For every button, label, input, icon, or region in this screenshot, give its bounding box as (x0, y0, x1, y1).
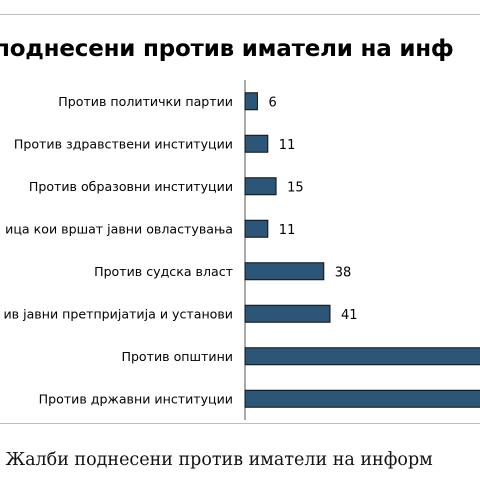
category-label: Против државни институции (39, 391, 233, 406)
category-label: Против здравствени институции (14, 136, 233, 151)
frame-bottom-border (0, 423, 480, 424)
category-label: ив јавни претпријатија и установи (3, 306, 233, 321)
bar (244, 177, 277, 196)
category-label: Против образовни институции (29, 179, 233, 194)
category-label: ица кои вршат јавни овластувања (5, 221, 233, 236)
frame-top-border (0, 14, 480, 15)
figure-caption: : Жалби поднесени против иматели на инфо… (0, 450, 433, 470)
chart-title: поднесени против иматели на инф (0, 36, 454, 62)
bar (244, 262, 325, 281)
bar (244, 347, 480, 366)
bar (244, 219, 269, 238)
category-label: Против политички партии (58, 94, 233, 109)
category-label: Против судска власт (94, 264, 233, 279)
value-label: 38 (335, 265, 352, 280)
bar (244, 134, 269, 153)
bar (244, 304, 331, 323)
value-label: 11 (279, 138, 296, 153)
value-label: 11 (279, 223, 296, 238)
category-label: Против општини (121, 349, 233, 364)
value-label: 6 (268, 95, 276, 110)
bar (244, 389, 480, 408)
value-label: 41 (341, 308, 358, 323)
value-label: 15 (287, 180, 304, 195)
bar (244, 92, 258, 111)
